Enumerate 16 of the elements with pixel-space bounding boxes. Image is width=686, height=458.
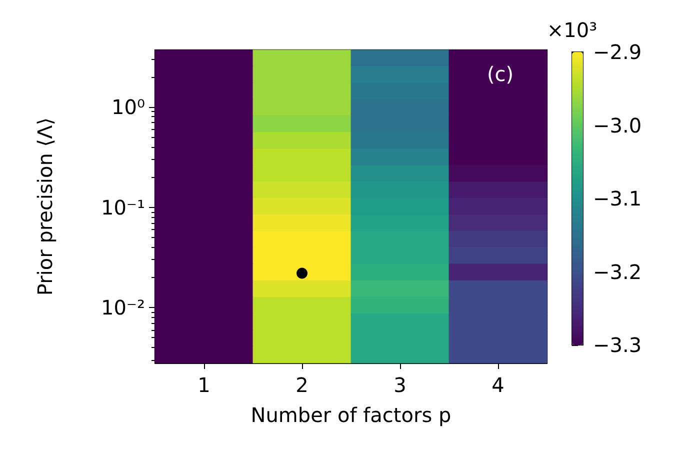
color-bar-label: −3.3 [593,333,642,357]
color-bar-label: −2.9 [593,40,642,64]
x-axis-title: Number of factors p [250,403,452,427]
y-tick-label: 10⁻² [100,296,145,320]
x-tick-label: 1 [198,373,210,397]
x-tick-label: 2 [296,373,308,397]
color-bar-title: ×10³ [546,18,598,42]
color-bar-label: −3.2 [593,260,642,284]
annotation: (c) [487,62,514,86]
color-bar-label: −3.1 [593,186,642,210]
y-tick-label: 10⁻¹ [100,195,145,220]
y-tick-label: 10⁰ [112,94,145,119]
x-tick-label: 4 [492,373,504,397]
y-axis-title: Prior precision ⟨Λ⟩ [33,117,57,296]
x-tick-label: 3 [394,373,406,397]
color-bar-label: −3.0 [593,113,642,138]
